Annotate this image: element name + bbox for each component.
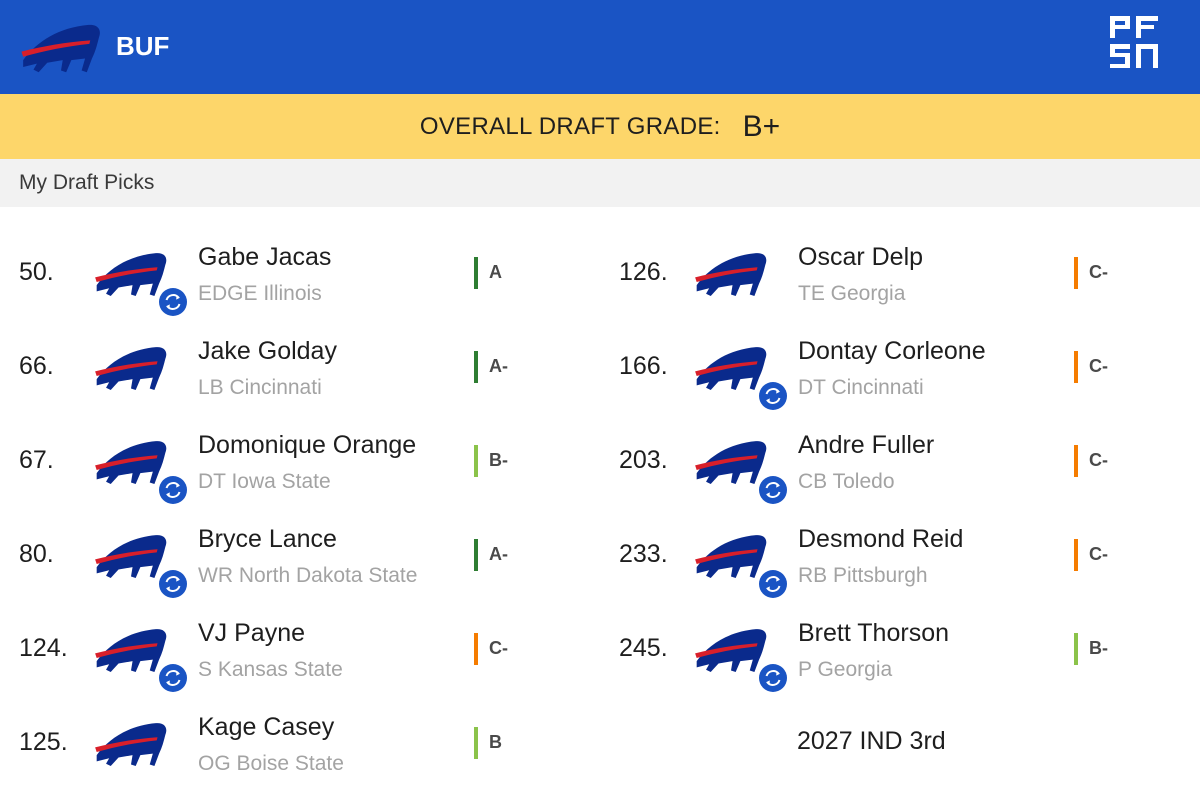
grade-indicator-bar [474, 539, 478, 571]
bills-logo-icon [92, 437, 170, 489]
player-name: Jake Golday [198, 337, 337, 365]
pick-grade: A- [489, 356, 508, 376]
draft-pick-row: 245. Brett Thorson P Georgia B- [600, 616, 1200, 710]
bills-logo-icon [692, 249, 770, 301]
pick-grade: C- [1089, 544, 1108, 564]
grade-indicator-bar [1074, 445, 1078, 477]
draft-pick-row: 67. Domonique Orange DT Iowa State B- [0, 428, 600, 522]
grade-indicator-bar [1074, 257, 1078, 289]
trade-icon [758, 569, 788, 599]
player-position-school: DT Cincinnati [798, 376, 924, 399]
pick-grade: C- [489, 638, 508, 658]
grade-indicator-bar [474, 257, 478, 289]
pick-number: 66. [19, 352, 54, 380]
player-name: Desmond Reid [798, 525, 964, 553]
draft-pick-row: 125. Kage Casey OG Boise State B [0, 710, 600, 794]
header-bar: BUF [0, 0, 1200, 94]
pfsn-logo [1110, 16, 1158, 68]
section-title: My Draft Picks [19, 171, 155, 194]
player-name: Oscar Delp [798, 243, 924, 271]
grade-indicator-bar [1074, 539, 1078, 571]
player-name: Domonique Orange [198, 431, 417, 459]
pick-grade: B [489, 732, 502, 752]
pick-grade: A- [489, 544, 508, 564]
draft-pick-row: 233. Desmond Reid RB Pittsburgh C- [600, 522, 1200, 616]
player-position-school: CB Toledo [798, 470, 895, 493]
trade-icon [758, 663, 788, 693]
player-position-school: OG Boise State [198, 752, 344, 775]
grade-indicator-bar [474, 445, 478, 477]
bills-logo-icon [692, 343, 770, 395]
trade-icon [158, 287, 188, 317]
pick-number: 245. [619, 634, 668, 662]
pick-number: 80. [19, 540, 54, 568]
pick-grade: A [489, 262, 502, 282]
pick-number: 125. [19, 728, 68, 756]
future-pick: 2027 IND 3rd [797, 727, 946, 755]
pick-grade: C- [1089, 262, 1108, 282]
grade-indicator-bar [1074, 351, 1078, 383]
bills-logo-icon [92, 719, 170, 771]
grade-indicator-bar [474, 633, 478, 665]
pick-number: 203. [619, 446, 668, 474]
player-position-school: LB Cincinnati [198, 376, 322, 399]
draft-pick-row: 80. Bryce Lance WR North Dakota State A- [0, 522, 600, 616]
overall-grade-bar: OVERALL DRAFT GRADE: B+ [0, 94, 1200, 159]
player-position-school: S Kansas State [198, 658, 343, 681]
player-name: Brett Thorson [798, 619, 950, 647]
bills-logo-icon [92, 531, 170, 583]
team-abbreviation: BUF [116, 31, 170, 61]
trade-icon [758, 475, 788, 505]
draft-pick-row: 124. VJ Payne S Kansas State C- [0, 616, 600, 710]
draft-pick-row: 50. Gabe Jacas EDGE Illinois A [0, 240, 600, 334]
player-position-school: EDGE Illinois [198, 282, 322, 305]
bills-logo-icon [692, 625, 770, 677]
bills-logo-icon [692, 531, 770, 583]
grade-indicator-bar [1074, 633, 1078, 665]
trade-icon [158, 475, 188, 505]
player-position-school: P Georgia [798, 658, 893, 681]
pick-grade: B- [489, 450, 508, 470]
draft-pick-row: 66. Jake Golday LB Cincinnati A- [0, 334, 600, 428]
draft-pick-row: 166. Dontay Corleone DT Cincinnati C- [600, 334, 1200, 428]
pick-grade: C- [1089, 450, 1108, 470]
player-name: Andre Fuller [798, 431, 935, 459]
player-name: Bryce Lance [198, 525, 337, 553]
trade-icon [158, 569, 188, 599]
player-name: VJ Payne [198, 619, 306, 647]
grade-indicator-bar [474, 351, 478, 383]
overall-grade-value: B+ [742, 109, 781, 143]
draft-pick-row: 126. Oscar Delp TE Georgia C- [600, 240, 1200, 334]
bills-logo-icon [92, 343, 170, 395]
section-header: My Draft Picks [0, 159, 1200, 207]
player-position-school: RB Pittsburgh [798, 564, 928, 587]
pick-number: 126. [619, 258, 668, 286]
bills-logo-icon [92, 625, 170, 677]
trade-icon [758, 381, 788, 411]
pick-grade: C- [1089, 356, 1108, 376]
grade-indicator-bar [474, 727, 478, 759]
player-name: Kage Casey [198, 713, 335, 741]
player-name: Dontay Corleone [798, 337, 986, 365]
player-name: Gabe Jacas [198, 243, 332, 271]
pick-number: 166. [619, 352, 668, 380]
draft-pick-row: 203. Andre Fuller CB Toledo C- [600, 428, 1200, 522]
overall-grade-label: OVERALL DRAFT GRADE: [419, 112, 721, 140]
player-position-school: TE Georgia [798, 282, 906, 305]
player-position-school: WR North Dakota State [198, 564, 418, 587]
bills-logo-icon [692, 437, 770, 489]
bills-logo-icon [92, 249, 170, 301]
pick-number: 50. [19, 258, 54, 286]
bills-logo-icon [21, 24, 100, 73]
pick-number: 124. [19, 634, 68, 662]
player-position-school: DT Iowa State [198, 470, 331, 493]
trade-icon [158, 663, 188, 693]
pick-number: 67. [19, 446, 54, 474]
pick-number: 233. [619, 540, 668, 568]
pick-grade: B- [1089, 638, 1108, 658]
